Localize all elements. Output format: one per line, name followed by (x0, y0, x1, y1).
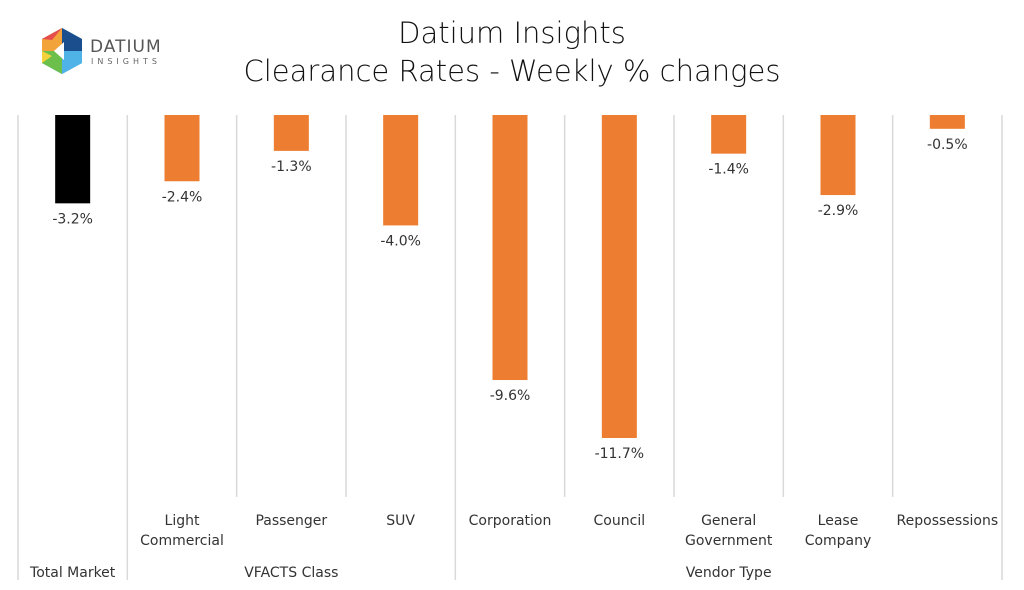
bar-passenger (273, 115, 309, 151)
data-label: -0.5% (927, 137, 968, 153)
category-label: Government (685, 533, 773, 549)
category-label: Council (594, 513, 646, 529)
datium-logo: DATIUM INSIGHTS (40, 26, 180, 82)
group-label: Total Market (29, 565, 116, 581)
category-label: SUV (386, 513, 415, 529)
data-label: -11.7% (595, 446, 645, 462)
data-label: -1.3% (271, 159, 312, 175)
bar-council (601, 115, 637, 438)
data-label: -9.6% (490, 388, 531, 404)
category-label: Company (805, 533, 872, 549)
bar-lease-company (820, 115, 856, 196)
title: Datium Insights (398, 16, 626, 50)
data-label: -1.4% (708, 162, 749, 178)
chart-title: Datium Insights Clearance Rates - Weekly… (0, 14, 1024, 90)
logo-sub: INSIGHTS (91, 57, 161, 66)
bar-corporation (492, 115, 528, 381)
bar-suv (383, 115, 419, 226)
bar-repossessions (929, 115, 965, 129)
group-label: Vendor Type (686, 565, 772, 581)
bar-general-government (711, 115, 747, 154)
data-label: -4.0% (380, 233, 421, 249)
data-label: -2.9% (818, 203, 859, 219)
group-label: VFACTS Class (244, 565, 338, 581)
category-label: Repossessions (897, 513, 999, 529)
bar-total-market (55, 115, 91, 204)
category-label: Commercial (140, 533, 224, 549)
logo-name: DATIUM (90, 37, 162, 57)
category-label: General (701, 513, 756, 529)
category-label: Light (165, 513, 200, 529)
subtitle: Clearance Rates - Weekly % changes (243, 54, 781, 88)
category-label: Passenger (255, 513, 327, 529)
data-label: -2.4% (162, 189, 203, 205)
category-label: Corporation (469, 513, 552, 529)
bar-light-commercial (164, 115, 200, 182)
category-label: Lease (818, 513, 859, 529)
data-label: -3.2% (52, 211, 93, 227)
